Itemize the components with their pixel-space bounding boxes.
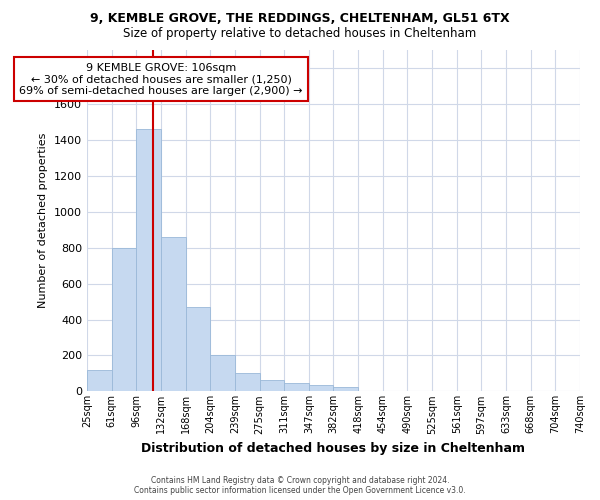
Bar xyxy=(185,307,210,392)
Text: 9, KEMBLE GROVE, THE REDDINGS, CHELTENHAM, GL51 6TX: 9, KEMBLE GROVE, THE REDDINGS, CHELTENHA… xyxy=(90,12,510,26)
Bar xyxy=(87,370,112,392)
Bar xyxy=(136,129,161,392)
Bar xyxy=(210,356,235,392)
Bar xyxy=(235,374,260,392)
X-axis label: Distribution of detached houses by size in Cheltenham: Distribution of detached houses by size … xyxy=(142,442,526,455)
Bar xyxy=(334,387,358,392)
Y-axis label: Number of detached properties: Number of detached properties xyxy=(38,133,49,308)
Text: Contains HM Land Registry data © Crown copyright and database right 2024.
Contai: Contains HM Land Registry data © Crown c… xyxy=(134,476,466,495)
Bar xyxy=(161,237,185,392)
Bar xyxy=(112,248,136,392)
Text: Size of property relative to detached houses in Cheltenham: Size of property relative to detached ho… xyxy=(124,28,476,40)
Text: 9 KEMBLE GROVE: 106sqm
← 30% of detached houses are smaller (1,250)
69% of semi-: 9 KEMBLE GROVE: 106sqm ← 30% of detached… xyxy=(19,62,303,96)
Bar xyxy=(260,380,284,392)
Bar xyxy=(309,385,334,392)
Bar xyxy=(284,384,309,392)
